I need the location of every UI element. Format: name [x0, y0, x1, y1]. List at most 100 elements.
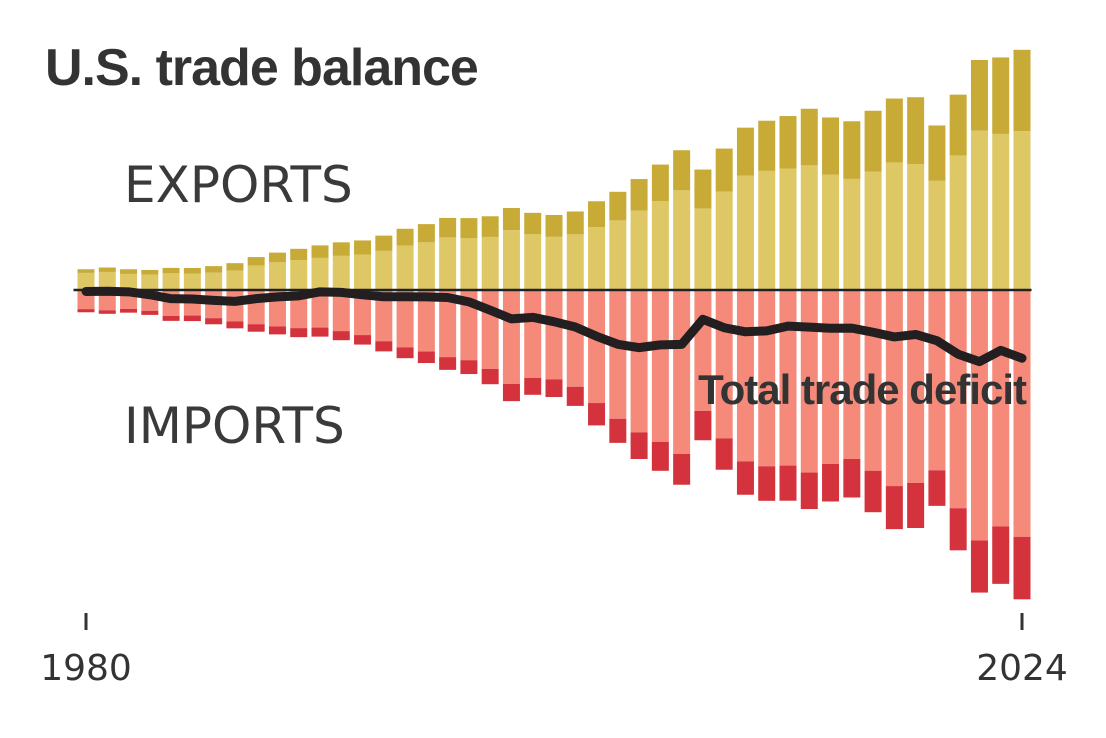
exports-services-bar-1986 — [205, 266, 223, 273]
imports-goods-bar-2010 — [715, 290, 733, 439]
exports-goods-bar-2012 — [758, 170, 776, 290]
exports-services-bar-1997 — [439, 217, 457, 238]
exports-services-bar-2000 — [502, 208, 520, 231]
exports-services-bar-2006 — [630, 179, 648, 211]
exports-services-bar-1993 — [354, 240, 372, 255]
exports-goods-bar-1995 — [396, 245, 414, 290]
exports-label: EXPORTS — [124, 156, 353, 214]
imports-services-bar-1989 — [268, 326, 286, 335]
imports-goods-bar-1991 — [311, 290, 329, 328]
exports-services-bar-1980 — [77, 269, 95, 273]
exports-services-bar-2022 — [970, 59, 988, 131]
exports-services-bar-2003 — [566, 211, 584, 235]
exports-services-bar-2002 — [545, 214, 563, 237]
imports-services-bar-2001 — [524, 377, 542, 395]
imports-services-bar-2011 — [736, 461, 754, 495]
imports-services-bar-2019 — [907, 482, 925, 528]
exports-goods-bar-2007 — [651, 201, 669, 290]
exports-goods-bar-1991 — [311, 257, 329, 290]
imports-goods-bar-1994 — [375, 290, 393, 342]
exports-services-bar-1988 — [247, 257, 265, 266]
imports-services-bar-2004 — [588, 403, 606, 426]
imports-services-bar-1987 — [226, 321, 244, 329]
imports-services-bar-2024 — [1013, 536, 1031, 600]
exports-goods-bar-2021 — [949, 155, 967, 290]
exports-services-bar-2005 — [609, 191, 627, 221]
imports-services-bar-1995 — [396, 347, 414, 359]
imports-services-bar-1997 — [439, 357, 457, 370]
exports-services-bar-2001 — [524, 212, 542, 235]
exports-goods-bar-1996 — [417, 242, 435, 290]
x-tick-label-start: 1980 — [40, 648, 132, 689]
exports-goods-bar-1988 — [247, 265, 265, 290]
exports-services-bar-1995 — [396, 228, 414, 246]
exports-goods-bar-1980 — [77, 272, 95, 290]
imports-goods-bar-2001 — [524, 290, 542, 378]
bar-group — [77, 49, 1031, 600]
imports-services-bar-2013 — [779, 465, 797, 501]
exports-services-bar-2011 — [736, 127, 754, 176]
exports-services-bar-2024 — [1013, 49, 1031, 132]
imports-goods-bar-1997 — [439, 290, 457, 358]
exports-goods-bar-2018 — [885, 162, 903, 290]
imports-services-bar-2009 — [694, 410, 712, 441]
imports-services-bar-2022 — [970, 540, 988, 593]
exports-goods-bar-1994 — [375, 250, 393, 290]
imports-goods-bar-2002 — [545, 290, 563, 380]
exports-goods-bar-2024 — [1013, 131, 1031, 290]
exports-goods-bar-2019 — [907, 164, 925, 290]
exports-goods-bar-2023 — [992, 133, 1010, 290]
exports-goods-bar-2005 — [609, 220, 627, 290]
exports-goods-bar-2002 — [545, 236, 563, 290]
exports-services-bar-2007 — [651, 164, 669, 202]
imports-services-bar-2003 — [566, 386, 584, 406]
imports-services-bar-1981 — [98, 310, 116, 314]
exports-services-bar-1992 — [332, 242, 350, 256]
imports-services-bar-2017 — [864, 470, 882, 513]
exports-goods-bar-2003 — [566, 234, 584, 290]
imports-services-bar-1982 — [120, 308, 138, 313]
imports-services-bar-1994 — [375, 341, 393, 352]
imports-goods-bar-2008 — [673, 290, 691, 454]
imports-services-bar-2014 — [800, 472, 818, 510]
exports-services-bar-2004 — [588, 201, 606, 228]
x-tick-label-end: 2024 — [976, 648, 1068, 689]
deficit-line — [81, 286, 1027, 367]
imports-goods-bar-2015 — [822, 290, 840, 464]
exports-services-bar-2015 — [822, 117, 840, 175]
imports-services-bar-2008 — [673, 453, 691, 485]
exports-goods-bar-2014 — [800, 165, 818, 290]
exports-services-bar-2023 — [992, 57, 1010, 134]
imports-goods-bar-2006 — [630, 290, 648, 433]
imports-goods-bar-2024 — [1013, 290, 1031, 537]
imports-services-bar-1985 — [183, 315, 201, 322]
exports-goods-bar-2010 — [715, 191, 733, 290]
exports-goods-bar-1999 — [481, 236, 499, 290]
exports-goods-bar-1993 — [354, 254, 372, 290]
exports-services-bar-1989 — [268, 252, 286, 263]
exports-services-bar-1996 — [417, 224, 435, 243]
imports-services-bar-1984 — [162, 315, 180, 321]
imports-services-bar-2018 — [885, 486, 903, 530]
imports-services-bar-2010 — [715, 438, 733, 470]
exports-services-bar-1998 — [460, 218, 478, 238]
exports-goods-bar-2004 — [588, 227, 606, 290]
imports-services-bar-1990 — [290, 328, 308, 338]
imports-services-bar-2005 — [609, 418, 627, 443]
imports-services-bar-1992 — [332, 331, 350, 341]
imports-services-bar-2002 — [545, 379, 563, 398]
exports-services-bar-2016 — [843, 121, 861, 179]
imports-services-bar-2007 — [651, 441, 669, 471]
imports-goods-bar-1992 — [332, 290, 350, 332]
imports-services-bar-1986 — [205, 318, 223, 325]
imports-goods-bar-2005 — [609, 290, 627, 419]
exports-services-bar-2014 — [800, 108, 818, 166]
imports-services-bar-2012 — [758, 466, 776, 501]
exports-services-bar-1991 — [311, 245, 329, 258]
exports-goods-bar-1985 — [183, 273, 201, 290]
exports-goods-bar-2020 — [928, 180, 946, 290]
exports-goods-bar-1981 — [98, 271, 116, 290]
exports-services-bar-1990 — [290, 248, 308, 261]
exports-goods-bar-1997 — [439, 237, 457, 290]
